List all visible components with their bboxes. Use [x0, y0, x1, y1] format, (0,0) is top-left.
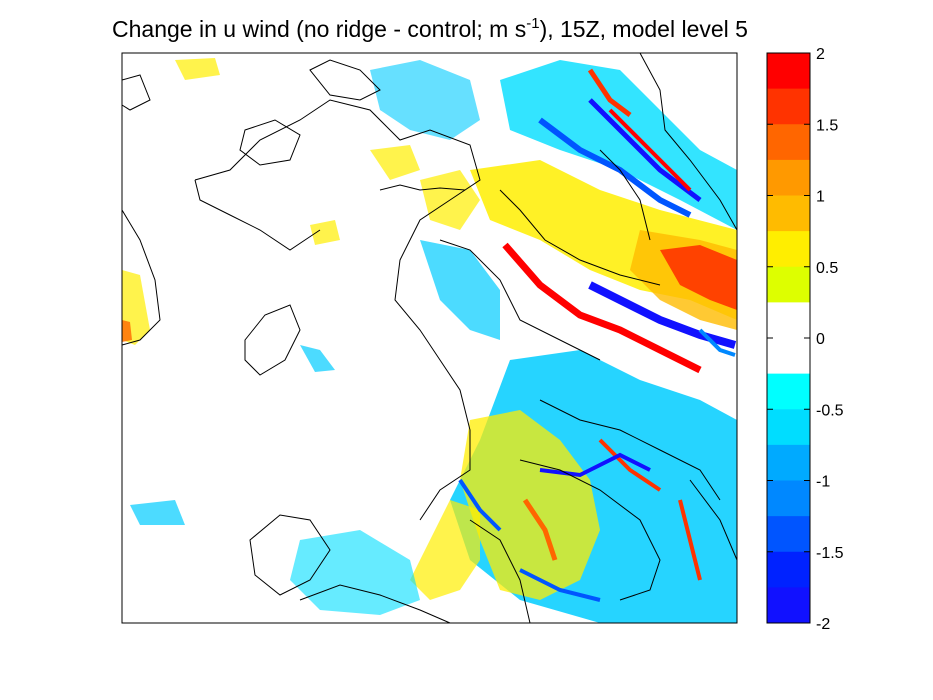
- contour-line: [599, 149, 651, 241]
- contour-line: [379, 184, 466, 191]
- colorbar-band: [767, 516, 810, 553]
- terrain-contours: [121, 52, 738, 624]
- chart-title-main: Change in u wind (no ridge - control; m …: [112, 16, 526, 42]
- field-patch: [300, 345, 335, 372]
- contour-line: [121, 74, 151, 111]
- colorbar-tick-label: -2: [816, 616, 830, 633]
- field-patch: [660, 245, 737, 310]
- chart-title-suffix: ), 15Z, model level 5: [540, 16, 748, 42]
- colorbar-band: [767, 373, 810, 410]
- contour-line: [639, 52, 738, 231]
- plot-area: [121, 52, 738, 624]
- colorbar-band: [767, 480, 810, 517]
- contour-line: [121, 209, 161, 346]
- field-streak: [588, 98, 702, 202]
- contour-line: [249, 514, 331, 596]
- colorbar-ticks: 2 1.5 1 0.5 0 -0.5 -1 -1.5 -2: [767, 46, 844, 633]
- field-patch: [310, 220, 340, 245]
- colorbar-tick-label: -0.5: [816, 402, 844, 419]
- chart-title: Change in u wind (no ridge - control; m …: [112, 15, 748, 42]
- field-patch: [410, 500, 480, 600]
- colorbar-tick-label: 1: [816, 189, 825, 206]
- colorbar-band: [767, 231, 810, 268]
- colorbar-tick-label: 1.5: [816, 117, 838, 134]
- field-patch: [420, 240, 500, 340]
- colorbar-band: [767, 409, 810, 446]
- colorbar: 2 1.5 1 0.5 0 -0.5 -1 -1.5 -2: [766, 46, 844, 633]
- field-streak: [539, 452, 651, 478]
- colorbar-band: [767, 302, 810, 375]
- colorbar-tick-label: 0: [816, 331, 825, 348]
- contour-line: [689, 479, 738, 561]
- field-patch: [122, 320, 132, 342]
- contour-line: [299, 584, 451, 624]
- colorbar-band: [767, 88, 810, 125]
- colorbar-band: [767, 159, 810, 196]
- colorbar-frame: [766, 52, 811, 624]
- contour-line: [194, 99, 481, 521]
- contour-line: [239, 119, 301, 166]
- colorbar-band: [767, 587, 810, 624]
- colorbar-tick-label: -1: [816, 474, 830, 491]
- contour-line: [244, 304, 301, 376]
- field-patch: [175, 58, 220, 80]
- colorbar-bands: [767, 53, 810, 624]
- field-streak: [588, 281, 737, 349]
- contour-line: [539, 399, 721, 501]
- contour-line: [309, 59, 381, 101]
- colorbar-tick-label: 2: [816, 46, 825, 63]
- contour-line: [499, 189, 661, 286]
- colorbar-tick-label: -1.5: [816, 545, 844, 562]
- field-streak: [678, 499, 702, 581]
- contour-line: [194, 179, 321, 251]
- field-patch: [370, 60, 480, 140]
- field-streak: [458, 478, 502, 532]
- colorbar-band: [767, 124, 810, 161]
- colorbar-tick-label: 0.5: [816, 260, 838, 277]
- chart-title-superscript: -1: [526, 15, 539, 32]
- colorbar-band: [767, 551, 810, 588]
- field-streak: [608, 108, 692, 192]
- field-patch: [290, 530, 420, 615]
- colorbar-band: [767, 444, 810, 481]
- contour-line: [469, 519, 531, 624]
- field-streak: [698, 328, 736, 357]
- field-streak: [587, 68, 632, 117]
- colorbar-band: [767, 195, 810, 232]
- field-streak: [502, 242, 702, 374]
- colorbar-band: [767, 53, 810, 90]
- field-patch: [130, 500, 185, 525]
- field-streak: [598, 438, 662, 492]
- field-patch: [370, 145, 420, 180]
- contour-line: [439, 239, 601, 361]
- field-patch: [500, 60, 737, 230]
- plot-frame: [121, 52, 738, 624]
- field-streak: [519, 568, 601, 602]
- field-streak: [522, 498, 558, 561]
- colorbar-band: [767, 266, 810, 303]
- contour-line: [519, 459, 661, 601]
